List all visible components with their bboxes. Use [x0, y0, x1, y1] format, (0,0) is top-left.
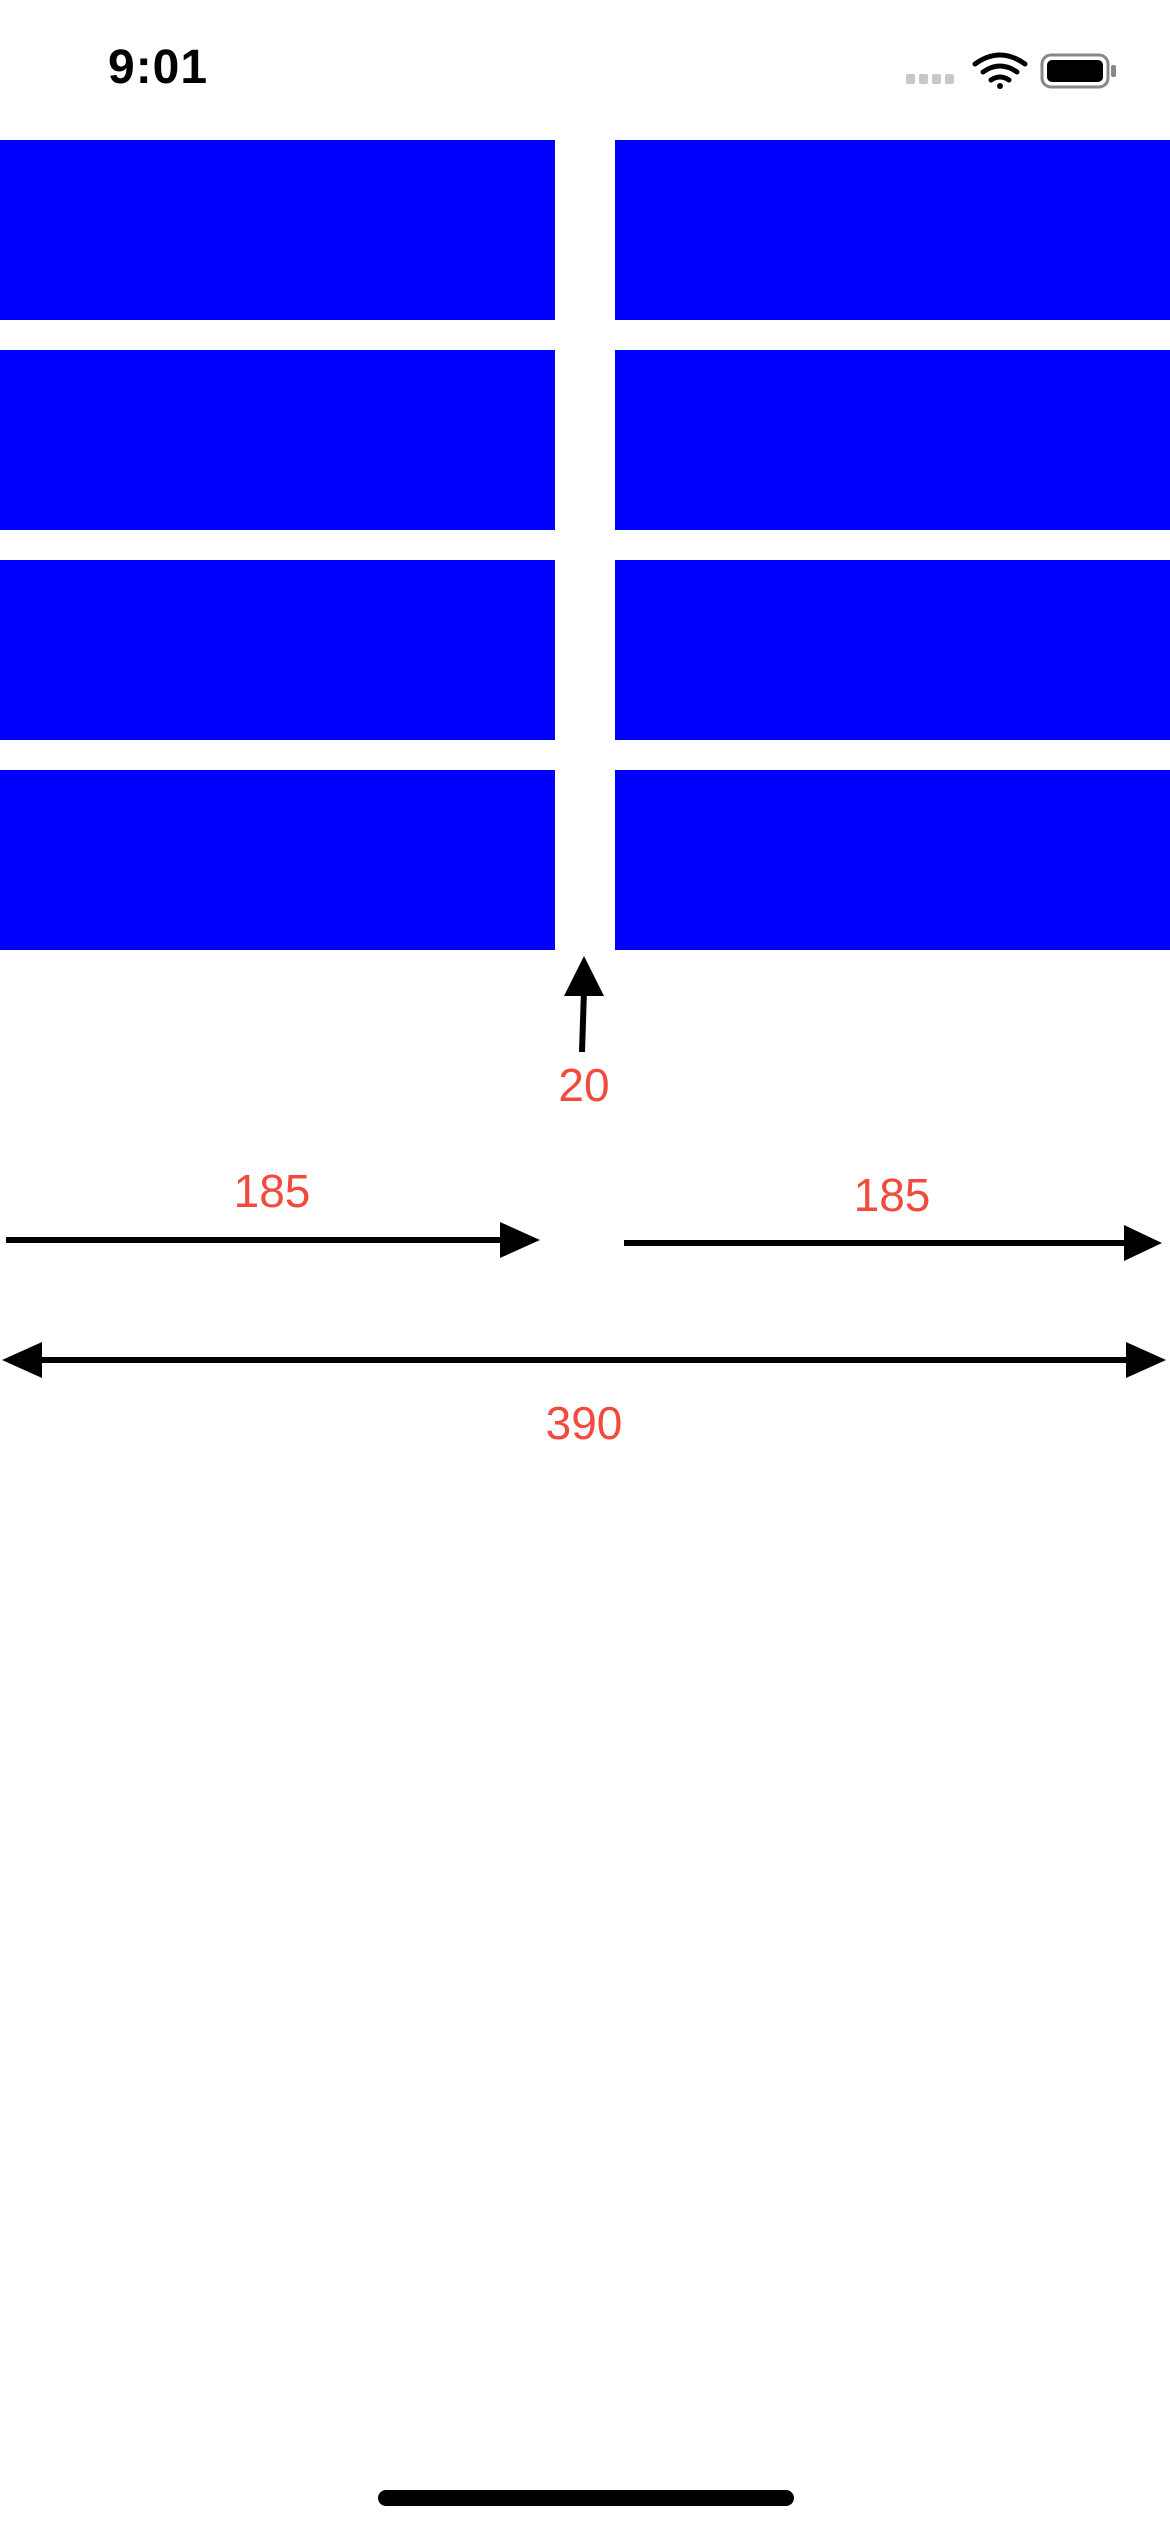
grid-cell-r3-c1: [0, 560, 555, 740]
wifi-icon: [972, 52, 1028, 89]
status-bar: 9:01: [0, 0, 1170, 140]
grid-cell-r4-c2: [615, 770, 1170, 950]
grid-cell-r1-c2: [615, 140, 1170, 320]
right-width-arrow: [624, 1225, 1162, 1261]
right-width-label: 185: [853, 1169, 931, 1221]
gap-arrow: [564, 956, 604, 1053]
left-width-label: 185: [233, 1165, 311, 1217]
battery-icon: [1040, 53, 1116, 89]
grid-cell-r3-c2: [615, 560, 1170, 740]
total-width-label: 390: [545, 1397, 623, 1449]
cellular-signal-icon: [906, 74, 954, 84]
grid-cell-r2-c2: [615, 350, 1170, 530]
status-time: 9:01: [108, 41, 209, 94]
grid-cell-r1-c1: [0, 140, 555, 320]
status-icons: [906, 52, 1116, 89]
grid-cell-r2-c1: [0, 350, 555, 530]
grid-cell-r4-c1: [0, 770, 555, 950]
total-width-arrow: [2, 1342, 1166, 1378]
left-width-arrow: [6, 1222, 540, 1258]
home-indicator[interactable]: [378, 2490, 794, 2506]
gap-label: 20: [558, 1059, 610, 1111]
